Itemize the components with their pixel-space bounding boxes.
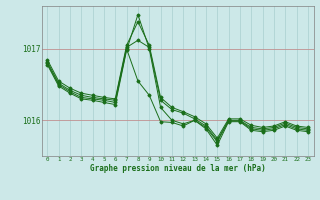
X-axis label: Graphe pression niveau de la mer (hPa): Graphe pression niveau de la mer (hPa)	[90, 164, 266, 173]
